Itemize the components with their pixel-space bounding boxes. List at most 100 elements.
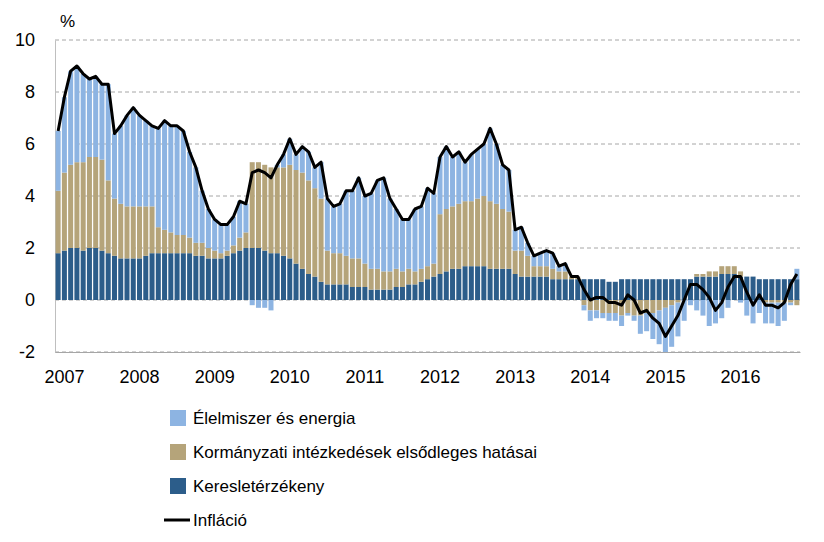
bar <box>419 269 424 282</box>
bar <box>707 271 712 276</box>
bar <box>237 251 242 300</box>
bar <box>400 271 405 287</box>
y-tick: -2 <box>19 342 55 362</box>
bar <box>81 162 86 250</box>
bar <box>137 115 142 206</box>
bar <box>137 258 142 300</box>
legend-marker <box>164 519 190 522</box>
bar <box>387 271 392 289</box>
bar <box>124 258 129 300</box>
bar <box>519 277 524 300</box>
bar <box>106 253 111 300</box>
bar <box>87 157 92 248</box>
bar <box>131 206 136 258</box>
bar <box>644 313 649 331</box>
x-tick: 2016 <box>721 352 761 387</box>
bar <box>162 121 167 230</box>
bar <box>713 277 718 300</box>
bar <box>168 126 173 233</box>
bar <box>732 266 737 274</box>
bar <box>256 248 261 300</box>
bar <box>93 76 98 157</box>
bar <box>168 253 173 300</box>
bar <box>488 269 493 300</box>
bar <box>494 269 499 300</box>
bar <box>738 300 743 303</box>
x-tick: 2014 <box>570 352 610 387</box>
y-tick: 8 <box>25 82 55 102</box>
bar <box>362 196 367 264</box>
x-tick-label: 2010 <box>270 367 310 387</box>
chart: -20246810%200720082009201020112012201320… <box>0 0 824 542</box>
bar <box>387 290 392 300</box>
bar <box>619 316 624 326</box>
bar <box>218 253 223 258</box>
bar <box>582 300 587 305</box>
bar <box>431 277 436 300</box>
bar <box>456 269 461 300</box>
bar <box>657 279 662 300</box>
bar <box>688 300 693 305</box>
bar <box>776 279 781 300</box>
bar <box>99 84 104 159</box>
y-tick: 6 <box>25 134 55 154</box>
bar <box>506 269 511 300</box>
bar <box>519 251 524 277</box>
bar <box>231 253 236 300</box>
bar <box>625 313 630 316</box>
bar <box>481 144 486 196</box>
bar <box>337 204 342 253</box>
bar <box>669 279 674 300</box>
bar-series <box>56 66 800 352</box>
legend-marker <box>170 410 186 426</box>
bar <box>350 258 355 287</box>
bar <box>769 300 774 303</box>
y-tick-label: -2 <box>19 342 35 362</box>
bar <box>331 253 336 284</box>
bar <box>150 253 155 300</box>
bar <box>312 277 317 300</box>
legend: Élelmiszer és energiaKormányzati intézke… <box>164 409 537 530</box>
bar <box>162 253 167 300</box>
bar <box>550 269 555 279</box>
bar <box>650 300 655 313</box>
bar <box>268 253 273 300</box>
legend-item: Infláció <box>164 511 247 530</box>
bar <box>450 269 455 300</box>
bar <box>262 165 267 251</box>
bar <box>556 271 561 279</box>
bar <box>369 290 374 300</box>
bar <box>732 300 737 301</box>
bar <box>99 251 104 300</box>
y-tick-label: 6 <box>25 134 35 154</box>
x-tick-label: 2008 <box>119 367 159 387</box>
bar <box>381 290 386 300</box>
bar <box>162 230 167 253</box>
bar <box>300 269 305 300</box>
bar <box>419 282 424 300</box>
bar <box>638 316 643 334</box>
bar <box>600 300 605 313</box>
bar <box>607 313 612 321</box>
bar <box>575 300 580 301</box>
x-tick-label: 2013 <box>495 367 535 387</box>
bar <box>156 253 161 300</box>
bar <box>675 279 680 300</box>
bar <box>425 188 430 266</box>
bar <box>475 199 480 267</box>
bar <box>719 266 724 274</box>
bar <box>74 248 79 300</box>
bar <box>488 201 493 269</box>
bar <box>281 167 286 255</box>
bar <box>287 165 292 259</box>
bar <box>475 149 480 198</box>
bar <box>463 162 468 201</box>
bar <box>794 279 799 300</box>
bar <box>375 269 380 290</box>
bar <box>193 243 198 256</box>
bar <box>525 256 530 277</box>
bar <box>500 269 505 300</box>
bar <box>225 225 230 251</box>
bar <box>250 300 255 305</box>
bar <box>569 300 574 301</box>
